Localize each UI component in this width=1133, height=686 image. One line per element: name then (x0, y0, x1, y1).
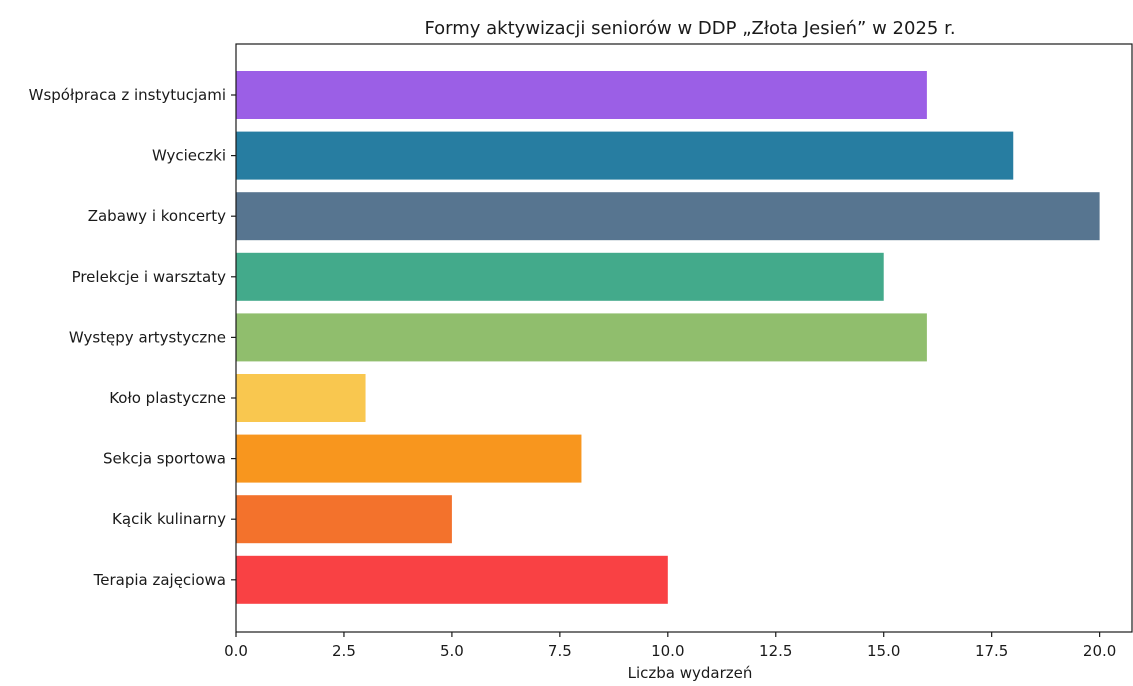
chart-title: Formy aktywizacji seniorów w DDP „Złota … (424, 18, 955, 39)
x-tick-label: 2.5 (332, 642, 356, 660)
y-axis-ticks: Współpraca z instytucjami Wycieczki Zabawy… (29, 86, 236, 589)
bar-8 (236, 495, 452, 544)
y-tick-label: Sekcja sportowa (103, 450, 226, 468)
x-tick-label: 10.0 (651, 642, 684, 660)
bar-7 (236, 434, 582, 483)
bar-1 (236, 71, 927, 119)
y-tick-label: Wycieczki (152, 147, 226, 165)
bar-5 (236, 313, 927, 362)
x-tick-label: 0.0 (224, 642, 248, 660)
y-tick-label: Zabawy i koncerty (88, 207, 226, 225)
y-tick-label: Koło plastyczne (109, 389, 226, 407)
x-tick-label: 5.0 (440, 642, 464, 660)
bar-2 (236, 131, 1014, 180)
plot-frame (235, 43, 1133, 633)
y-tick-label: Kącik kulinarny (112, 510, 226, 528)
x-tick-label: 20.0 (1083, 642, 1116, 660)
x-tick-label: 15.0 (867, 642, 900, 660)
y-tick-label: Występy artystyczne (69, 328, 226, 346)
x-axis-label: Liczba wydarzeń (628, 664, 753, 681)
y-tick-label: Terapia zajęciowa (93, 571, 226, 589)
y-tick-label: Prelekcje i warsztaty (72, 268, 227, 286)
bars-layer (236, 71, 1100, 604)
bar-9 (236, 555, 668, 604)
x-tick-label: 12.5 (759, 642, 792, 660)
bar-6 (236, 374, 366, 422)
bar-4 (236, 252, 884, 301)
y-tick-label: Współpraca z instytucjami (29, 86, 226, 104)
x-tick-label: 7.5 (548, 642, 572, 660)
x-axis-ticks: 0.0 2.5 5.0 7.5 10.0 12.5 15.0 17.5 20.0 (224, 632, 1116, 660)
bar-3 (236, 192, 1100, 241)
x-tick-label: 17.5 (975, 642, 1008, 660)
